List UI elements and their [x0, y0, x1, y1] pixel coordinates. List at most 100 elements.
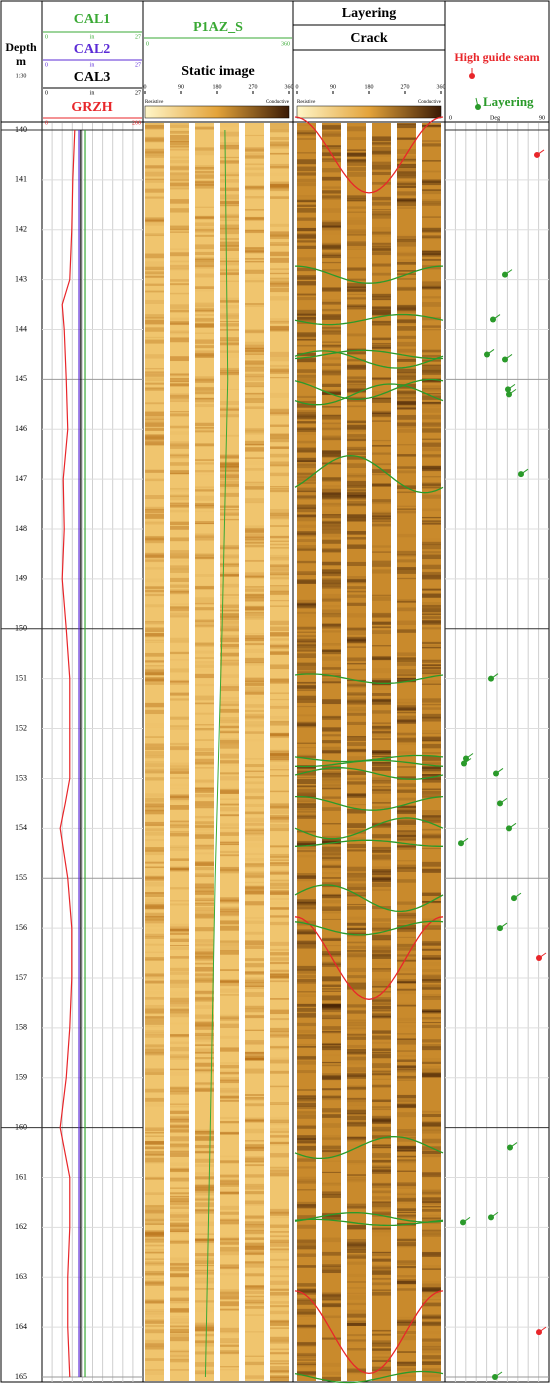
image-texture — [347, 1369, 366, 1372]
image-texture — [245, 576, 264, 579]
image-texture — [145, 272, 164, 275]
image-texture — [145, 586, 164, 589]
layering-tadpole — [505, 386, 511, 393]
image-texture — [422, 739, 441, 742]
image-texture — [270, 326, 289, 331]
image-texture — [422, 1110, 441, 1113]
image-texture — [322, 528, 341, 534]
image-texture — [347, 1322, 366, 1326]
image-texture — [145, 763, 164, 768]
image-texture — [245, 963, 264, 968]
image-texture — [322, 807, 341, 811]
image-texture — [170, 130, 189, 133]
image-texture — [322, 1015, 341, 1019]
image-texture — [297, 1158, 316, 1162]
image-texture — [270, 1336, 289, 1342]
image-texture — [245, 788, 264, 793]
image-texture — [322, 865, 341, 868]
image-texture — [145, 633, 164, 638]
image-texture — [170, 1146, 189, 1150]
image-texture — [145, 1177, 164, 1180]
image-texture — [270, 453, 289, 458]
image-texture — [145, 435, 164, 440]
image-texture — [297, 332, 316, 337]
image-texture — [170, 584, 189, 588]
image-texture — [297, 602, 316, 606]
image-texture — [220, 946, 239, 951]
image-texture — [347, 1027, 366, 1029]
image-texture — [372, 698, 391, 702]
static-pad — [270, 123, 289, 1381]
image-texture — [145, 1325, 164, 1327]
image-texture — [297, 1145, 316, 1151]
image-texture — [220, 213, 239, 217]
image-texture — [270, 1375, 289, 1381]
image-texture — [145, 299, 164, 305]
image-texture — [372, 926, 391, 930]
image-texture — [195, 427, 214, 432]
image-texture — [397, 705, 416, 711]
image-texture — [170, 589, 189, 595]
image-texture — [270, 287, 289, 293]
image-texture — [195, 753, 214, 756]
image-texture — [322, 231, 341, 235]
image-texture — [270, 765, 289, 768]
image-texture — [322, 643, 341, 646]
image-texture — [297, 903, 316, 907]
image-texture — [397, 1104, 416, 1108]
layering-sinusoid — [294, 754, 444, 763]
image-texture — [170, 1177, 189, 1182]
image-texture — [372, 563, 391, 567]
image-texture — [145, 1146, 164, 1150]
image-texture — [220, 477, 239, 480]
image-texture — [347, 1248, 366, 1254]
image-texture — [245, 1156, 264, 1162]
image-texture — [372, 251, 391, 256]
image-texture — [397, 286, 416, 291]
depth-label: 151 — [15, 674, 27, 683]
image-texture — [347, 163, 366, 166]
image-texture — [170, 382, 189, 387]
image-texture — [322, 414, 341, 418]
image-texture — [372, 823, 391, 826]
image-texture — [422, 1289, 441, 1292]
image-texture — [195, 861, 214, 866]
image-texture — [220, 228, 239, 230]
image-texture — [170, 135, 189, 140]
image-texture — [145, 1048, 164, 1054]
image-texture — [270, 461, 289, 466]
image-texture — [195, 261, 214, 266]
image-texture — [170, 1273, 189, 1278]
image-texture — [195, 862, 214, 867]
image-texture — [245, 406, 264, 410]
image-texture — [372, 512, 391, 518]
image-texture — [270, 188, 289, 192]
image-texture — [372, 762, 391, 767]
image-texture — [195, 887, 214, 892]
layering-sinusoid — [294, 673, 444, 685]
image-texture — [170, 1336, 189, 1342]
image-texture — [145, 1204, 164, 1207]
image-texture — [397, 1192, 416, 1197]
image-texture — [372, 243, 391, 245]
image-texture — [397, 1136, 416, 1139]
image-texture — [220, 1099, 239, 1102]
image-texture — [220, 789, 239, 794]
image-texture — [195, 1062, 214, 1067]
image-texture — [195, 206, 214, 208]
image-texture — [347, 286, 366, 288]
dynamic-pad — [397, 123, 416, 1381]
image-texture — [195, 1164, 214, 1167]
image-texture — [397, 1107, 416, 1110]
image-texture — [220, 474, 239, 478]
image-texture — [322, 787, 341, 790]
scale-unit: Deg — [490, 115, 500, 121]
image-texture — [372, 293, 391, 298]
image-texture — [245, 770, 264, 772]
image-texture — [245, 529, 264, 533]
image-texture — [372, 196, 391, 201]
image-texture — [297, 811, 316, 813]
image-texture — [347, 405, 366, 408]
image-texture — [270, 632, 289, 637]
image-texture — [422, 475, 441, 478]
